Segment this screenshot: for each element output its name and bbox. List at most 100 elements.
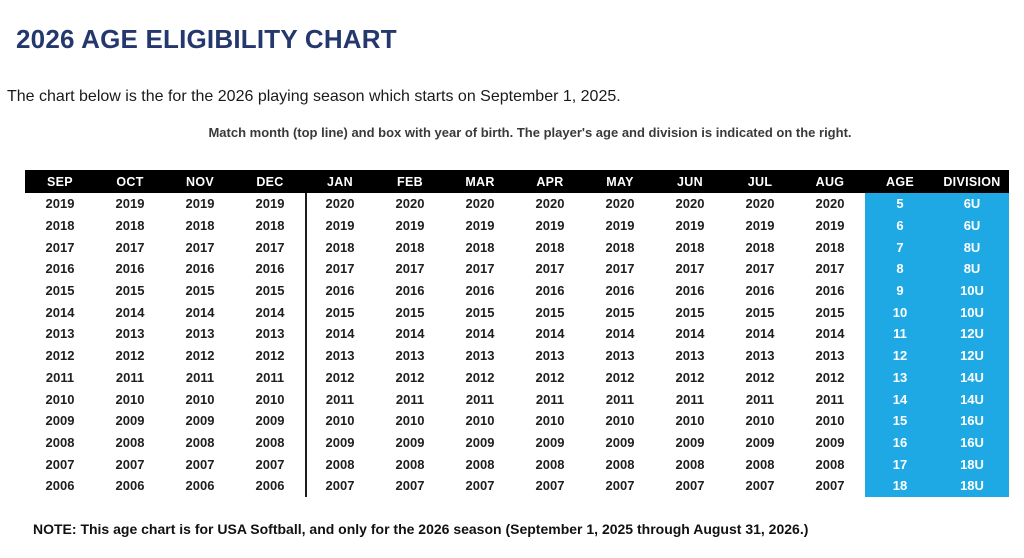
birth-year-cell: 2008 [465, 456, 495, 472]
birth-year-cell: 2009 [185, 413, 215, 429]
birth-year-cell: 2010 [535, 413, 565, 429]
birth-year-cell: 2019 [115, 196, 145, 212]
birth-year-cell: 2008 [255, 434, 285, 450]
birth-year-cell: 2007 [605, 478, 635, 494]
birth-year-cell: 2018 [255, 218, 285, 234]
season-subtitle: The chart below is the for the 2026 play… [7, 88, 621, 105]
birth-year-cell: 2014 [535, 326, 565, 342]
column-header-jan: JAN [327, 174, 353, 189]
birth-year-cell: 2016 [45, 261, 75, 277]
birth-year-cell: 2007 [325, 478, 355, 494]
birth-year-cell: 2014 [115, 304, 145, 320]
birth-year-cell: 2013 [45, 326, 75, 342]
birth-year-cell: 2010 [185, 391, 215, 407]
table-row: 2012 2012 2012 2012 2013 2013 2013 2013 2013 2013… [25, 344, 1009, 367]
birth-year-cell: 2007 [535, 478, 565, 494]
birth-year-cell: 2017 [815, 261, 845, 277]
birth-year-cell: 2015 [465, 304, 495, 320]
age-cell: 17 [865, 453, 935, 475]
birth-year-cell: 2008 [605, 456, 635, 472]
dec-jan-divider [305, 193, 307, 497]
birth-year-cell: 2012 [45, 348, 75, 364]
birth-year-cell: 2017 [115, 239, 145, 255]
column-header-oct: OCT [116, 174, 144, 189]
birth-year-cell: 2014 [45, 304, 75, 320]
birth-year-cell: 2012 [115, 348, 145, 364]
birth-year-cell: 2011 [535, 391, 565, 407]
birth-year-cell: 2017 [255, 239, 285, 255]
division-cell: 18U [935, 474, 1009, 497]
birth-year-cell: 2010 [115, 391, 145, 407]
birth-year-cell: 2017 [535, 261, 565, 277]
birth-year-cell: 2012 [535, 369, 565, 385]
table-row: 2008 2008 2008 2008 2009 2009 2009 2009 2009 2009… [25, 431, 1009, 454]
table-row: 2006 2006 2006 2006 2007 2007 2007 2007 2007 2007… [25, 474, 1009, 497]
birth-year-cell: 2006 [45, 478, 75, 494]
birth-year-cell: 2015 [325, 304, 355, 320]
birth-year-cell: 2008 [395, 456, 425, 472]
table-row: 2015 2015 2015 2015 2016 2016 2016 2016 2016 2016… [25, 279, 1009, 302]
birth-year-cell: 2015 [605, 304, 635, 320]
birth-year-cell: 2018 [675, 239, 705, 255]
age-cell: 11 [865, 323, 935, 345]
age-cell: 18 [865, 474, 935, 497]
birth-year-cell: 2008 [535, 456, 565, 472]
table-row: 2019 2019 2019 2019 2020 2020 2020 2020 2020 2020… [25, 193, 1009, 215]
birth-year-cell: 2020 [535, 196, 565, 212]
birth-year-cell: 2016 [115, 261, 145, 277]
age-cell: 13 [865, 366, 935, 389]
birth-year-cell: 2008 [45, 434, 75, 450]
birth-year-cell: 2013 [395, 348, 425, 364]
birth-year-cell: 2018 [745, 239, 775, 255]
birth-year-cell: 2019 [465, 218, 495, 234]
age-cell: 12 [865, 344, 935, 367]
birth-year-cell: 2012 [395, 369, 425, 385]
birth-year-cell: 2014 [605, 326, 635, 342]
birth-year-cell: 2016 [815, 283, 845, 299]
birth-year-cell: 2013 [465, 348, 495, 364]
birth-year-cell: 2019 [535, 218, 565, 234]
division-cell: 12U [935, 323, 1009, 345]
birth-year-cell: 2008 [325, 456, 355, 472]
birth-year-cell: 2015 [535, 304, 565, 320]
birth-year-cell: 2010 [745, 413, 775, 429]
birth-year-cell: 2016 [745, 283, 775, 299]
column-header-jul: JUL [747, 174, 773, 189]
birth-year-cell: 2012 [325, 369, 355, 385]
birth-year-cell: 2019 [45, 196, 75, 212]
birth-year-cell: 2008 [115, 434, 145, 450]
birth-year-cell: 2014 [815, 326, 845, 342]
division-cell: 6U [935, 214, 1009, 237]
birth-year-cell: 2009 [745, 434, 775, 450]
birth-year-cell: 2014 [675, 326, 705, 342]
birth-year-cell: 2015 [745, 304, 775, 320]
birth-year-cell: 2011 [325, 391, 355, 407]
birth-year-cell: 2020 [325, 196, 355, 212]
birth-year-cell: 2013 [605, 348, 635, 364]
birth-year-cell: 2020 [815, 196, 845, 212]
table-row: 2007 2007 2007 2007 2008 2008 2008 2008 2008 2008… [25, 453, 1009, 475]
birth-year-cell: 2018 [815, 239, 845, 255]
birth-year-cell: 2014 [325, 326, 355, 342]
birth-year-cell: 2012 [605, 369, 635, 385]
birth-year-cell: 2015 [395, 304, 425, 320]
birth-year-cell: 2017 [675, 261, 705, 277]
birth-year-cell: 2011 [465, 391, 495, 407]
birth-year-cell: 2018 [185, 218, 215, 234]
birth-year-cell: 2020 [605, 196, 635, 212]
birth-year-cell: 2010 [325, 413, 355, 429]
division-cell: 14U [935, 388, 1009, 410]
birth-year-cell: 2009 [465, 434, 495, 450]
instruction-text: Match month (top line) and box with year… [208, 125, 852, 140]
division-cell: 18U [935, 453, 1009, 475]
division-cell: 16U [935, 431, 1009, 454]
birth-year-cell: 2010 [815, 413, 845, 429]
column-header-age: AGE [886, 174, 914, 189]
birth-year-cell: 2016 [465, 283, 495, 299]
birth-year-cell: 2015 [255, 283, 285, 299]
birth-year-cell: 2016 [675, 283, 705, 299]
column-header-apr: APR [536, 174, 564, 189]
birth-year-cell: 2015 [45, 283, 75, 299]
table-row: 2010 2010 2010 2010 2011 2011 2011 2011 2011 2011… [25, 388, 1009, 410]
